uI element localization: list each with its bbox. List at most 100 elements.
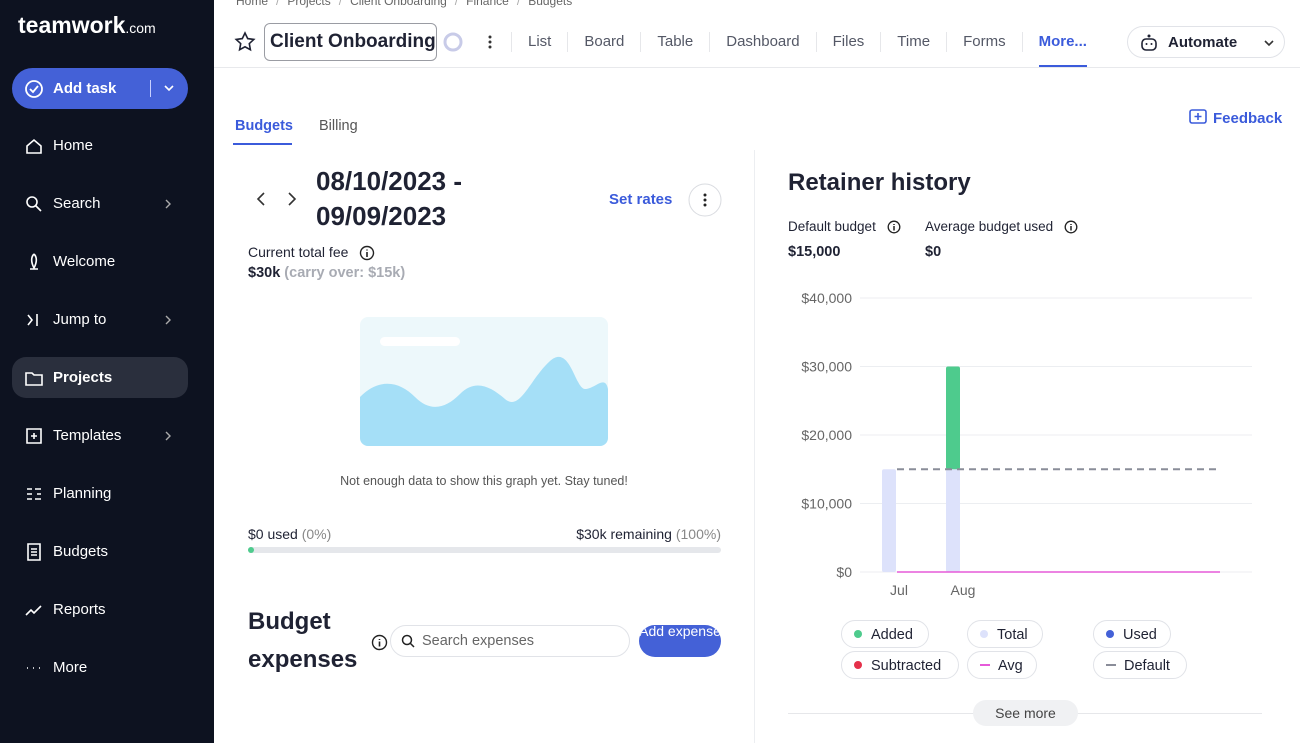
- legend-item[interactable]: Subtracted: [841, 651, 959, 679]
- nav-item[interactable]: More: [12, 647, 188, 688]
- legend-item[interactable]: Avg: [967, 651, 1037, 679]
- info-icon: [359, 245, 375, 261]
- header-border: [214, 67, 1300, 68]
- period-title: 08/10/2023 - 09/09/2023: [316, 166, 463, 231]
- separator: /: [338, 0, 343, 8]
- see-more-button[interactable]: See more: [973, 700, 1078, 726]
- carry-over: (carry over: $15k): [284, 265, 406, 281]
- nav-item[interactable]: Jump to: [12, 299, 188, 340]
- legend-label: Default: [1124, 658, 1170, 674]
- crumb: Finance: [466, 0, 509, 8]
- nav-label: Budgets: [53, 543, 109, 560]
- search-expenses[interactable]: Search expenses: [390, 625, 630, 657]
- crumb: Budgets: [528, 0, 573, 8]
- separator: /: [454, 0, 459, 8]
- add-expense-button[interactable]: Add expense: [639, 625, 721, 657]
- set-rates-link[interactable]: Set rates: [609, 191, 673, 208]
- remaining-pct: (100%): [675, 526, 721, 542]
- view-tab[interactable]: More...: [1021, 32, 1103, 67]
- avg-budget-value: $0: [925, 244, 942, 260]
- brand-suffix: .com: [125, 20, 156, 36]
- automate-button[interactable]: Automate: [1127, 26, 1285, 58]
- view-tab[interactable]: Forms: [946, 32, 1022, 52]
- nav-label: Welcome: [53, 253, 116, 270]
- legend-item[interactable]: Used: [1093, 620, 1171, 648]
- view-tab[interactable]: Board: [567, 32, 640, 52]
- progress-track: [248, 547, 721, 553]
- sidebar: teamwork.com Add task Home Search Welcome J…: [0, 0, 214, 743]
- legend-item[interactable]: Default: [1093, 651, 1187, 679]
- nav-label: Jump to: [53, 311, 107, 328]
- nav-label: More: [53, 659, 88, 676]
- kebab-icon[interactable]: [486, 34, 494, 50]
- project-name[interactable]: Client Onboarding: [264, 23, 437, 61]
- nav-item[interactable]: Projects: [12, 357, 188, 398]
- used-text: $0 used (0%): [248, 526, 331, 542]
- nav-item[interactable]: Planning: [12, 473, 188, 514]
- icon: [30, 253, 38, 270]
- nav-label: Reports: [53, 601, 106, 618]
- y-tick-label: $0: [836, 564, 852, 580]
- nav-item[interactable]: Home: [12, 125, 188, 166]
- period-nav[interactable]: [252, 190, 302, 208]
- bar: [882, 469, 896, 572]
- chevron: [165, 199, 171, 209]
- legend-swatch: [854, 630, 862, 638]
- legend-item[interactable]: Added: [841, 620, 929, 648]
- icon: [25, 372, 43, 386]
- crumb: Projects: [287, 0, 331, 8]
- icon: [25, 80, 43, 98]
- expenses-title: Budget expenses: [248, 608, 358, 673]
- view-tab[interactable]: Time: [880, 32, 946, 52]
- info-icon: [371, 634, 388, 651]
- divider: [150, 80, 151, 97]
- icon: [27, 667, 40, 669]
- nav-label: Search: [53, 195, 101, 212]
- default-budget-label: Default budget: [788, 219, 876, 234]
- add-task-label: Add task: [53, 80, 117, 97]
- fee-value: $30k: [248, 265, 281, 281]
- avg-budget-label: Average budget used: [925, 219, 1054, 234]
- info-icon: [887, 220, 901, 234]
- subtab[interactable]: Billing: [319, 118, 358, 134]
- view-tab[interactable]: Dashboard: [709, 32, 815, 52]
- legend-label: Added: [871, 627, 913, 643]
- bar: [946, 366, 960, 470]
- nav-item[interactable]: Templates: [12, 415, 188, 456]
- progress-fill: [248, 547, 254, 553]
- feedback-link[interactable]: Feedback: [1213, 110, 1283, 127]
- subtab-active[interactable]: Budgets: [235, 118, 293, 134]
- view-tab[interactable]: Table: [640, 32, 709, 52]
- nav-item[interactable]: Budgets: [12, 531, 188, 572]
- nav-item[interactable]: Welcome: [12, 241, 188, 282]
- icon: [26, 428, 42, 444]
- more-button[interactable]: [688, 183, 722, 217]
- nav-item[interactable]: Search: [12, 183, 188, 224]
- add-task-button[interactable]: Add task: [12, 68, 188, 109]
- nav-label: Templates: [53, 427, 122, 444]
- default-budget-value: $15,000: [788, 244, 841, 260]
- brand-name: teamwork: [18, 12, 126, 38]
- legend-swatch: [980, 630, 988, 638]
- view-tab[interactable]: Files: [815, 32, 881, 52]
- legend-item[interactable]: Total: [967, 620, 1043, 648]
- icon: [26, 138, 42, 154]
- nav-item[interactable]: Reports: [12, 589, 188, 630]
- icon: [27, 543, 41, 561]
- nav-label: Home: [53, 137, 94, 154]
- y-tick-label: $20,000: [801, 427, 852, 443]
- used-pct: (0%): [301, 526, 332, 542]
- breadcrumb: Home / Projects / Client Onboarding / Finance /…: [236, 0, 572, 8]
- star-icon[interactable]: [234, 31, 256, 53]
- icon: [1141, 34, 1157, 51]
- fee-label: Current total fee: [248, 244, 349, 260]
- view-tab[interactable]: List: [511, 32, 567, 52]
- legend-swatch: [980, 664, 990, 666]
- y-tick-label: $10,000: [801, 496, 852, 512]
- nav-label: Projects: [53, 369, 113, 386]
- y-tick-label: $30,000: [801, 359, 852, 375]
- icon: [26, 196, 42, 212]
- x-tick-label: Jul: [890, 582, 908, 598]
